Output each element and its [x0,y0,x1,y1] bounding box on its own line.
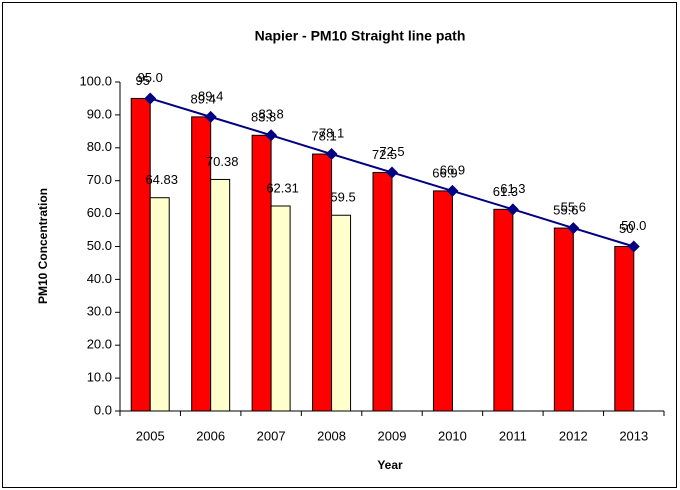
data-label: 66.9 [440,162,465,177]
data-label: 55.6 [553,203,578,218]
x-tick-label: 2006 [196,428,225,443]
bar [149,197,170,412]
data-label: 61.3 [500,181,525,196]
data-label: 89.4 [191,91,216,106]
marker [204,110,217,123]
x-tick-label: 2008 [317,428,346,443]
x-tick-label: 2013 [619,428,648,443]
marker [386,166,398,179]
y-tick-label: 80.0 [87,139,112,154]
marker [627,240,640,253]
data-label: 61.3 [493,184,518,199]
data-label: 50 [619,221,633,236]
y-tick-label: 100.0 [79,73,112,88]
marker [506,203,519,216]
data-label: 59.5 [330,190,355,205]
data-label: 78.1 [319,125,344,140]
marker [446,184,459,197]
y-tick-label: 90.0 [87,106,112,121]
y-tick-label: 50.0 [87,238,112,253]
data-label: 72.5 [379,144,404,159]
data-label: 64.83 [145,172,178,187]
y-tick-label: 40.0 [87,271,112,286]
bar [331,214,352,412]
data-label: 55.6 [561,200,586,215]
bar [614,246,635,412]
y-tick-label: 0.0 [94,402,112,417]
bar [493,208,514,412]
bar [210,178,231,412]
data-label: 72.5 [372,147,397,162]
data-label: 70.38 [206,154,239,169]
chart-title: Napier - PM10 Straight line path [255,28,466,44]
x-tick-label: 2009 [378,428,407,443]
x-tick-label: 2012 [559,428,588,443]
bar [372,171,393,412]
data-label: 95 [135,73,149,88]
bar [312,153,333,412]
y-tick-label: 30.0 [87,304,112,319]
y-tick-label: 20.0 [87,337,112,352]
marker [144,92,157,105]
data-label: 95.0 [138,70,163,85]
x-tick-label: 2011 [499,428,527,443]
bar [251,134,272,412]
x-tick-label: 2005 [136,428,165,443]
bar [130,97,151,412]
y-axis-title: PM10 Concentration [36,188,50,304]
marker [567,222,580,235]
data-label: 66.9 [432,165,457,180]
data-label: 89.4 [198,88,223,103]
data-label: 50.0 [621,218,646,233]
data-label: 62.31 [266,180,299,195]
x-tick-label: 2007 [257,428,286,443]
bar [553,227,574,412]
marker [265,129,278,142]
marker [325,148,338,161]
bar [270,205,291,412]
bar [432,190,453,412]
y-tick-label: 60.0 [87,205,112,220]
x-axis-title: Year [377,458,403,472]
y-tick-label: 10.0 [87,370,112,385]
data-label: 83.8 [258,107,283,122]
data-label: 78.1 [311,128,336,143]
data-label: 83.8 [251,110,276,125]
x-tick-label: 2010 [438,428,467,443]
y-tick-label: 70.0 [87,172,112,187]
